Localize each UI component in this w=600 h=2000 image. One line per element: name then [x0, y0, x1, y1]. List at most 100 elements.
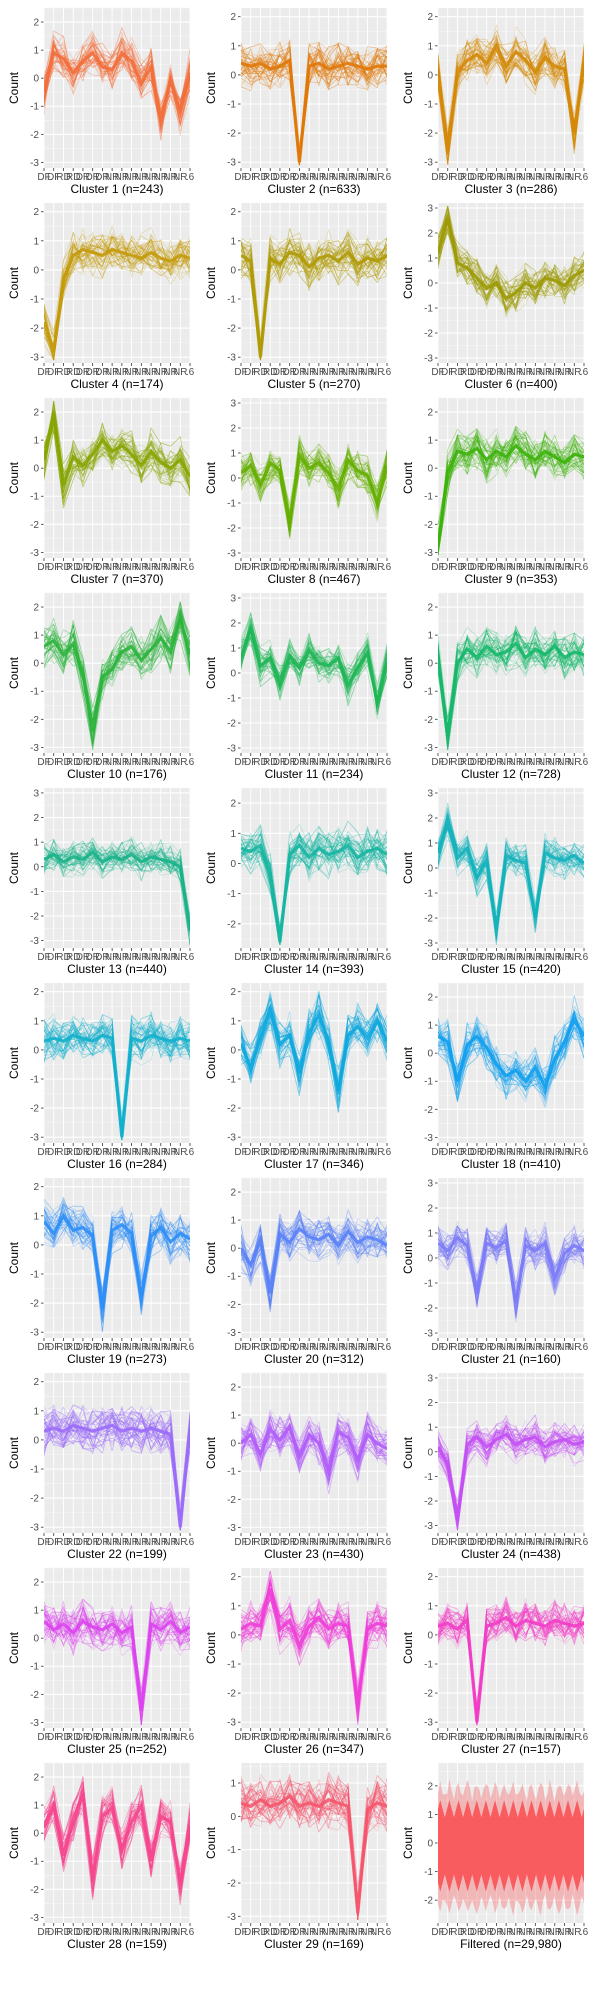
expression-trace — [241, 641, 387, 704]
expression-trace — [438, 207, 584, 308]
x-tick-label: NR — [499, 562, 513, 573]
x-tick-label: DF — [37, 172, 50, 183]
expression-trace — [44, 1409, 190, 1518]
y-tick-label: 2 — [33, 813, 39, 824]
expression-trace — [438, 1018, 584, 1093]
cluster-panel: -3-2-10123DFDFRDRDDRDRDRNRNRNRNRNRNRNRNR… — [401, 788, 589, 976]
expression-trace — [44, 39, 190, 134]
x-tick-label: DF — [441, 757, 454, 768]
series-lines — [438, 624, 584, 751]
expression-trace — [241, 1207, 387, 1306]
expression-trace — [438, 441, 584, 556]
expression-trace — [241, 47, 387, 166]
x-tick-label: DR — [479, 367, 493, 378]
x-tick-label: NR — [557, 1927, 571, 1938]
filtered-band-core — [438, 1800, 584, 1892]
expression-trace — [438, 820, 584, 936]
expression-trace — [438, 37, 584, 162]
series-lines — [438, 1596, 584, 1726]
expression-trace — [44, 400, 190, 483]
x-tick-label: DR — [479, 1732, 493, 1743]
series-lines — [438, 1778, 584, 1916]
expression-trace — [438, 439, 584, 556]
expression-trace — [241, 451, 387, 537]
y-tick-label: 1 — [427, 1229, 433, 1240]
series-lines — [241, 228, 387, 361]
x-tick-label: DR — [95, 1927, 109, 1938]
x-tick-label: DR — [76, 1147, 90, 1158]
series-lines — [241, 1570, 387, 1726]
x-tick-label: DF — [244, 172, 257, 183]
cluster-panel: -3-2-1012DFDFRDRDDRDRDRNRNRNRNRNRNRNRNR.… — [204, 983, 392, 1171]
y-tick-label: -3 — [424, 939, 433, 950]
expression-trace — [44, 840, 190, 944]
x-tick-label: NR — [302, 1732, 316, 1743]
x-tick-label: DR — [282, 1927, 296, 1938]
plot-background — [241, 203, 387, 363]
expression-trace — [241, 53, 387, 166]
panel-title: Cluster 25 (n=252) — [67, 1742, 167, 1756]
mean-trace — [241, 622, 387, 704]
expression-trace — [438, 432, 584, 556]
mean-trace — [44, 1212, 190, 1310]
expression-trace — [44, 609, 190, 751]
expression-trace — [44, 610, 190, 720]
panel-title: Cluster 4 (n=174) — [70, 377, 163, 391]
x-tick-label: NR — [518, 952, 532, 963]
expression-trace — [44, 31, 190, 115]
x-tick-label: .6 — [383, 172, 392, 183]
expression-trace — [438, 33, 584, 140]
expression-trace — [438, 1425, 584, 1502]
cluster-panel: -3-2-1012DFDFRDRDDRDRDRNRNRNRNRNRNRNRNR.… — [7, 7, 195, 196]
x-tick-label: DR — [292, 562, 306, 573]
y-tick-label: 0 — [230, 1439, 236, 1450]
expression-trace — [241, 625, 387, 716]
expression-trace — [241, 450, 387, 526]
y-tick-label: -2 — [30, 520, 39, 531]
x-tick-label: DR — [85, 1147, 99, 1158]
x-tick-label: NR — [154, 367, 168, 378]
plot-background — [438, 593, 584, 753]
panel-title: Cluster 14 (n=393) — [264, 962, 364, 976]
expression-trace — [241, 47, 387, 166]
y-tick-label: -1 — [424, 1867, 433, 1878]
panel-title: Cluster 16 (n=284) — [67, 1157, 167, 1171]
x-tick-label: NR — [567, 1537, 581, 1548]
series-lines — [438, 1414, 584, 1531]
x-tick-label: NR — [173, 367, 187, 378]
x-tick-label: NR — [351, 1147, 365, 1158]
mean-trace — [241, 1587, 387, 1705]
expression-trace — [438, 634, 584, 721]
x-tick-label: NR — [302, 367, 316, 378]
x-tick-label: DF — [37, 1732, 50, 1743]
x-tick-label: NR — [360, 1537, 374, 1548]
x-tick-label: DR — [489, 562, 503, 573]
expression-trace — [241, 434, 387, 520]
expression-trace — [44, 1607, 190, 1708]
y-tick-label: 2 — [230, 619, 236, 630]
x-tick-label: NR — [351, 1342, 365, 1353]
x-tick-label: RD — [460, 562, 474, 573]
panel-title: Cluster 27 (n=157) — [461, 1742, 561, 1756]
y-tick-label: -3 — [227, 1912, 236, 1923]
panel-title: Cluster 5 (n=270) — [267, 377, 360, 391]
expression-trace — [438, 1023, 584, 1103]
x-tick-label: NR — [509, 1732, 523, 1743]
y-tick-label: 0 — [230, 70, 236, 81]
x-tick-label: NR — [499, 1927, 513, 1938]
x-tick-label: RD — [450, 1732, 464, 1743]
x-tick-label: RD — [56, 562, 70, 573]
x-tick-label: DR — [292, 1732, 306, 1743]
x-tick-label: RD — [460, 172, 474, 183]
expression-trace — [241, 994, 387, 1088]
x-tick-label: .6 — [186, 1732, 195, 1743]
mean-trace — [438, 42, 584, 151]
x-tick-label: NR — [115, 1732, 129, 1743]
x-tick-label: NR — [567, 952, 581, 963]
expression-trace — [438, 228, 584, 308]
x-tick-label: NR — [173, 952, 187, 963]
x-tick-label: NR — [341, 1732, 355, 1743]
expression-trace — [241, 633, 387, 711]
x-tick-label: DF — [234, 1927, 247, 1938]
y-tick-label: 1 — [427, 436, 433, 447]
